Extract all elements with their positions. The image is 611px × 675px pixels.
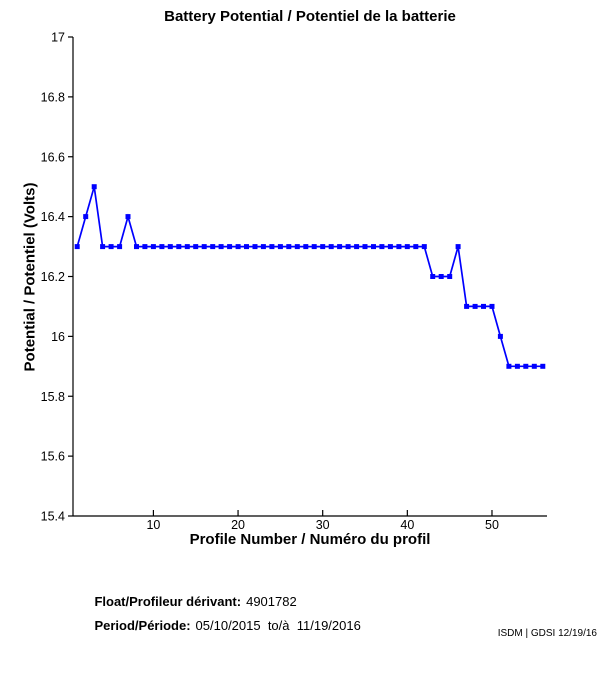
period-label: Period/Période: (94, 618, 191, 633)
data-point-marker (489, 303, 495, 309)
data-point-marker (337, 244, 343, 250)
data-point-marker (514, 363, 520, 369)
data-point-marker (134, 244, 139, 250)
data-point-marker (108, 244, 114, 250)
x-axis-label: Profile Number / Numéro du profil (189, 531, 431, 548)
data-point-marker (472, 303, 478, 309)
data-point-marker (159, 244, 165, 250)
data-point-marker (184, 244, 190, 250)
data-point-marker (193, 244, 199, 250)
data-point-marker (176, 244, 182, 250)
chart-title: Battery Potential / Potentiel de la batt… (164, 8, 456, 25)
data-point-marker (354, 244, 360, 250)
data-point-marker (404, 244, 410, 250)
data-point-marker (227, 244, 233, 250)
y-tick-label: 16.6 (41, 150, 65, 164)
y-tick-label: 16.4 (41, 210, 65, 224)
data-point-marker (430, 274, 436, 279)
data-point-marker (438, 274, 444, 279)
data-point-marker (455, 244, 461, 250)
data-point-marker (218, 244, 224, 250)
data-point-marker (379, 244, 385, 250)
data-point-marker (523, 363, 529, 369)
data-point-marker (328, 244, 334, 250)
x-tick-label: 20 (231, 518, 245, 532)
data-point-marker (464, 303, 470, 309)
y-tick-label: 16.2 (41, 270, 65, 284)
data-point-marker (74, 244, 80, 250)
data-point-marker (277, 244, 283, 250)
data-point-marker (345, 244, 351, 250)
period-value: 05/10/2015 to/à 11/19/2016 (195, 618, 361, 633)
data-point-marker (142, 244, 148, 250)
data-point-marker (125, 214, 131, 220)
data-line (76, 186, 543, 368)
x-tick-label: 40 (400, 518, 414, 532)
data-point-marker (286, 244, 292, 250)
data-point-marker (447, 274, 453, 279)
data-point-marker (497, 333, 503, 339)
corner-note: ISDM | GDSI 12/19/16 (497, 628, 597, 639)
data-point-marker (260, 244, 266, 250)
y-tick-label: 15.6 (41, 450, 65, 464)
data-point-marker (320, 244, 326, 250)
data-point-marker (540, 363, 546, 369)
data-point-marker (117, 244, 123, 250)
y-tick-label: 15.4 (41, 510, 65, 524)
y-tick-label: 16.8 (41, 90, 65, 104)
data-point-marker (506, 363, 512, 369)
data-point-marker (91, 184, 97, 190)
float-label: Float/Profileur dérivant: (94, 594, 242, 609)
x-tick-label: 50 (485, 518, 499, 532)
data-point-marker (100, 244, 106, 250)
y-tick-label: 16 (51, 330, 65, 344)
data-point-marker (210, 244, 216, 250)
data-point-marker (387, 244, 393, 250)
data-point-marker (83, 214, 89, 220)
data-point-marker (421, 244, 427, 250)
data-point-marker (201, 244, 207, 250)
y-tick-label: 15.8 (41, 390, 65, 404)
float-value: 4901782 (246, 594, 297, 609)
data-point-marker (311, 244, 317, 250)
float-info-line: Float/Profileur dérivant: 4901782 (80, 579, 297, 624)
data-point-marker (413, 244, 419, 250)
data-point-marker (167, 244, 173, 250)
data-point-marker (396, 244, 402, 250)
data-point-marker (371, 244, 376, 250)
data-point-marker (531, 363, 537, 369)
data-point-marker (362, 244, 368, 250)
x-tick-label: 30 (316, 518, 330, 532)
data-point-marker (150, 244, 156, 250)
data-point-marker (252, 244, 258, 250)
data-point-marker (303, 244, 309, 250)
data-point-marker (244, 244, 249, 250)
y-tick-label: 17 (51, 31, 65, 45)
data-point-marker (235, 244, 241, 250)
period-info-line: Period/Période: 05/10/2015 to/à 11/19/201… (80, 603, 361, 648)
battery-potential-line-chart: 10 20 30 40 50 17 16.8 16.6 16.4 16.2 16 15.8 15.6 15… (41, 31, 547, 532)
data-point-marker (481, 303, 486, 309)
x-tick-label: 10 (146, 518, 160, 532)
data-point-marker (269, 244, 275, 250)
data-point-marker (294, 244, 300, 250)
